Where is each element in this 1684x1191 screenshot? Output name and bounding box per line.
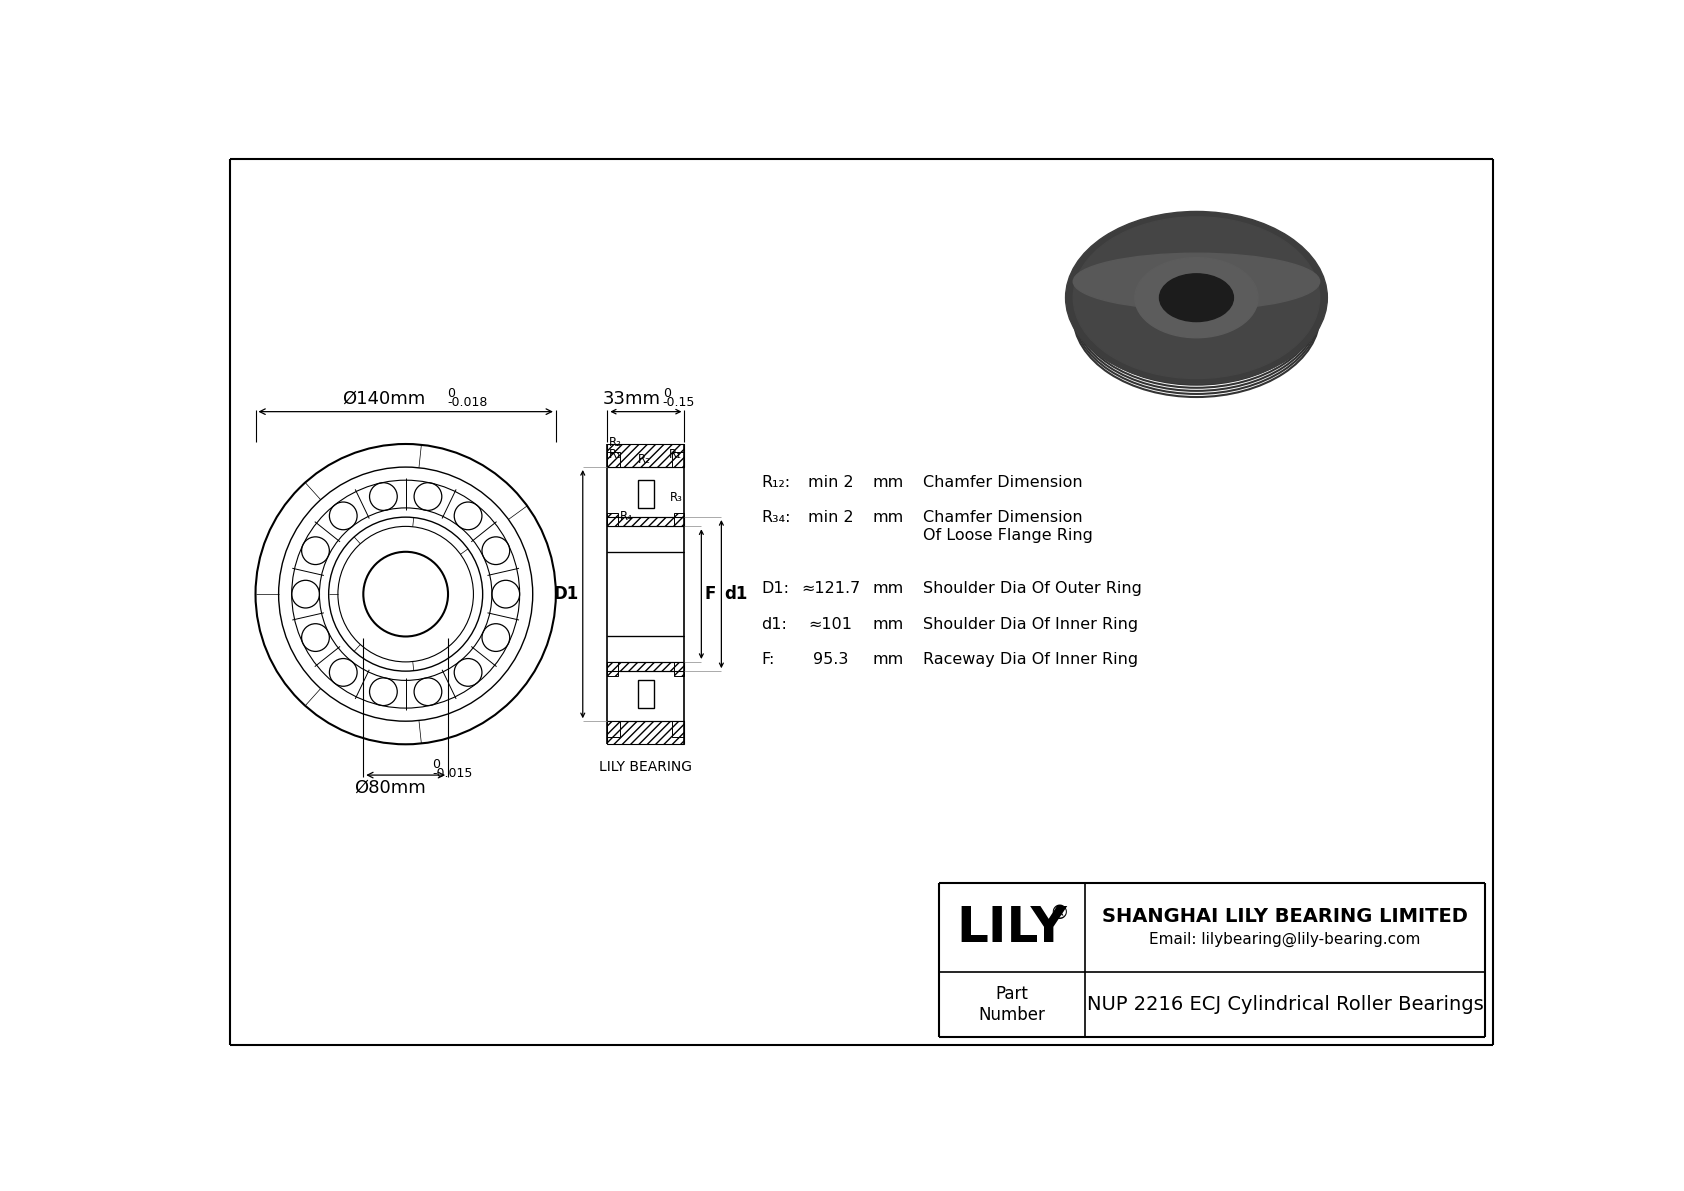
FancyBboxPatch shape <box>608 722 620 736</box>
Ellipse shape <box>1066 212 1327 384</box>
FancyBboxPatch shape <box>608 444 684 467</box>
Text: -0.015: -0.015 <box>433 767 473 780</box>
Text: Ø140mm: Ø140mm <box>342 389 426 407</box>
Text: 33mm: 33mm <box>603 389 662 407</box>
Text: Of Loose Flange Ring: Of Loose Flange Ring <box>923 528 1093 543</box>
FancyBboxPatch shape <box>608 451 620 467</box>
Text: R₁: R₁ <box>669 448 682 461</box>
Text: 0: 0 <box>433 759 441 772</box>
Text: mm: mm <box>872 581 904 597</box>
Text: 0: 0 <box>448 387 455 400</box>
Text: 95.3: 95.3 <box>813 653 849 667</box>
FancyBboxPatch shape <box>608 722 684 744</box>
Text: R₂: R₂ <box>610 436 621 449</box>
Text: Shoulder Dia Of Outer Ring: Shoulder Dia Of Outer Ring <box>923 581 1142 597</box>
Text: F: F <box>704 585 716 603</box>
Text: -0.15: -0.15 <box>663 397 695 410</box>
Text: R₁: R₁ <box>610 448 621 461</box>
Ellipse shape <box>1160 274 1233 322</box>
Text: SHANGHAI LILY BEARING LIMITED: SHANGHAI LILY BEARING LIMITED <box>1101 906 1468 925</box>
Text: min 2: min 2 <box>808 511 854 525</box>
Text: ®: ® <box>1049 904 1069 923</box>
Text: Email: lilybearing@lily-bearing.com: Email: lilybearing@lily-bearing.com <box>1148 931 1421 947</box>
Text: Part
Number: Part Number <box>978 985 1046 1024</box>
Text: R₃₄:: R₃₄: <box>761 511 791 525</box>
Text: F:: F: <box>761 653 775 667</box>
Text: Ø80mm: Ø80mm <box>354 779 426 797</box>
Text: Raceway Dia Of Inner Ring: Raceway Dia Of Inner Ring <box>923 653 1138 667</box>
Text: D1:: D1: <box>761 581 790 597</box>
FancyBboxPatch shape <box>638 680 653 709</box>
FancyBboxPatch shape <box>608 517 684 526</box>
Text: NUP 2216 ECJ Cylindrical Roller Bearings: NUP 2216 ECJ Cylindrical Roller Bearings <box>1086 994 1484 1014</box>
Text: mm: mm <box>872 617 904 631</box>
Text: R₂: R₂ <box>638 454 650 466</box>
Ellipse shape <box>1073 254 1320 310</box>
Text: min 2: min 2 <box>808 475 854 490</box>
Text: ≈101: ≈101 <box>808 617 852 631</box>
Ellipse shape <box>1073 217 1320 379</box>
FancyBboxPatch shape <box>672 451 684 467</box>
Text: d1: d1 <box>724 585 748 603</box>
Text: R₁₂:: R₁₂: <box>761 475 790 490</box>
Text: d1:: d1: <box>761 617 788 631</box>
FancyBboxPatch shape <box>672 722 684 736</box>
Ellipse shape <box>1135 257 1258 338</box>
FancyBboxPatch shape <box>674 662 684 675</box>
Text: -0.018: -0.018 <box>448 397 488 410</box>
Text: LILY BEARING: LILY BEARING <box>600 760 692 774</box>
Text: R₃: R₃ <box>670 491 684 504</box>
Text: R₄: R₄ <box>620 510 633 523</box>
FancyBboxPatch shape <box>608 662 618 675</box>
FancyBboxPatch shape <box>608 662 684 672</box>
Text: ≈121.7: ≈121.7 <box>802 581 861 597</box>
Text: Chamfer Dimension: Chamfer Dimension <box>923 511 1083 525</box>
Text: D1: D1 <box>554 585 579 603</box>
FancyBboxPatch shape <box>608 512 618 526</box>
Text: 0: 0 <box>663 387 670 400</box>
Text: mm: mm <box>872 653 904 667</box>
Text: Shoulder Dia Of Inner Ring: Shoulder Dia Of Inner Ring <box>923 617 1138 631</box>
Text: mm: mm <box>872 511 904 525</box>
Text: mm: mm <box>872 475 904 490</box>
Text: Chamfer Dimension: Chamfer Dimension <box>923 475 1083 490</box>
FancyBboxPatch shape <box>674 512 684 526</box>
FancyBboxPatch shape <box>638 480 653 507</box>
Text: LILY: LILY <box>957 904 1068 952</box>
